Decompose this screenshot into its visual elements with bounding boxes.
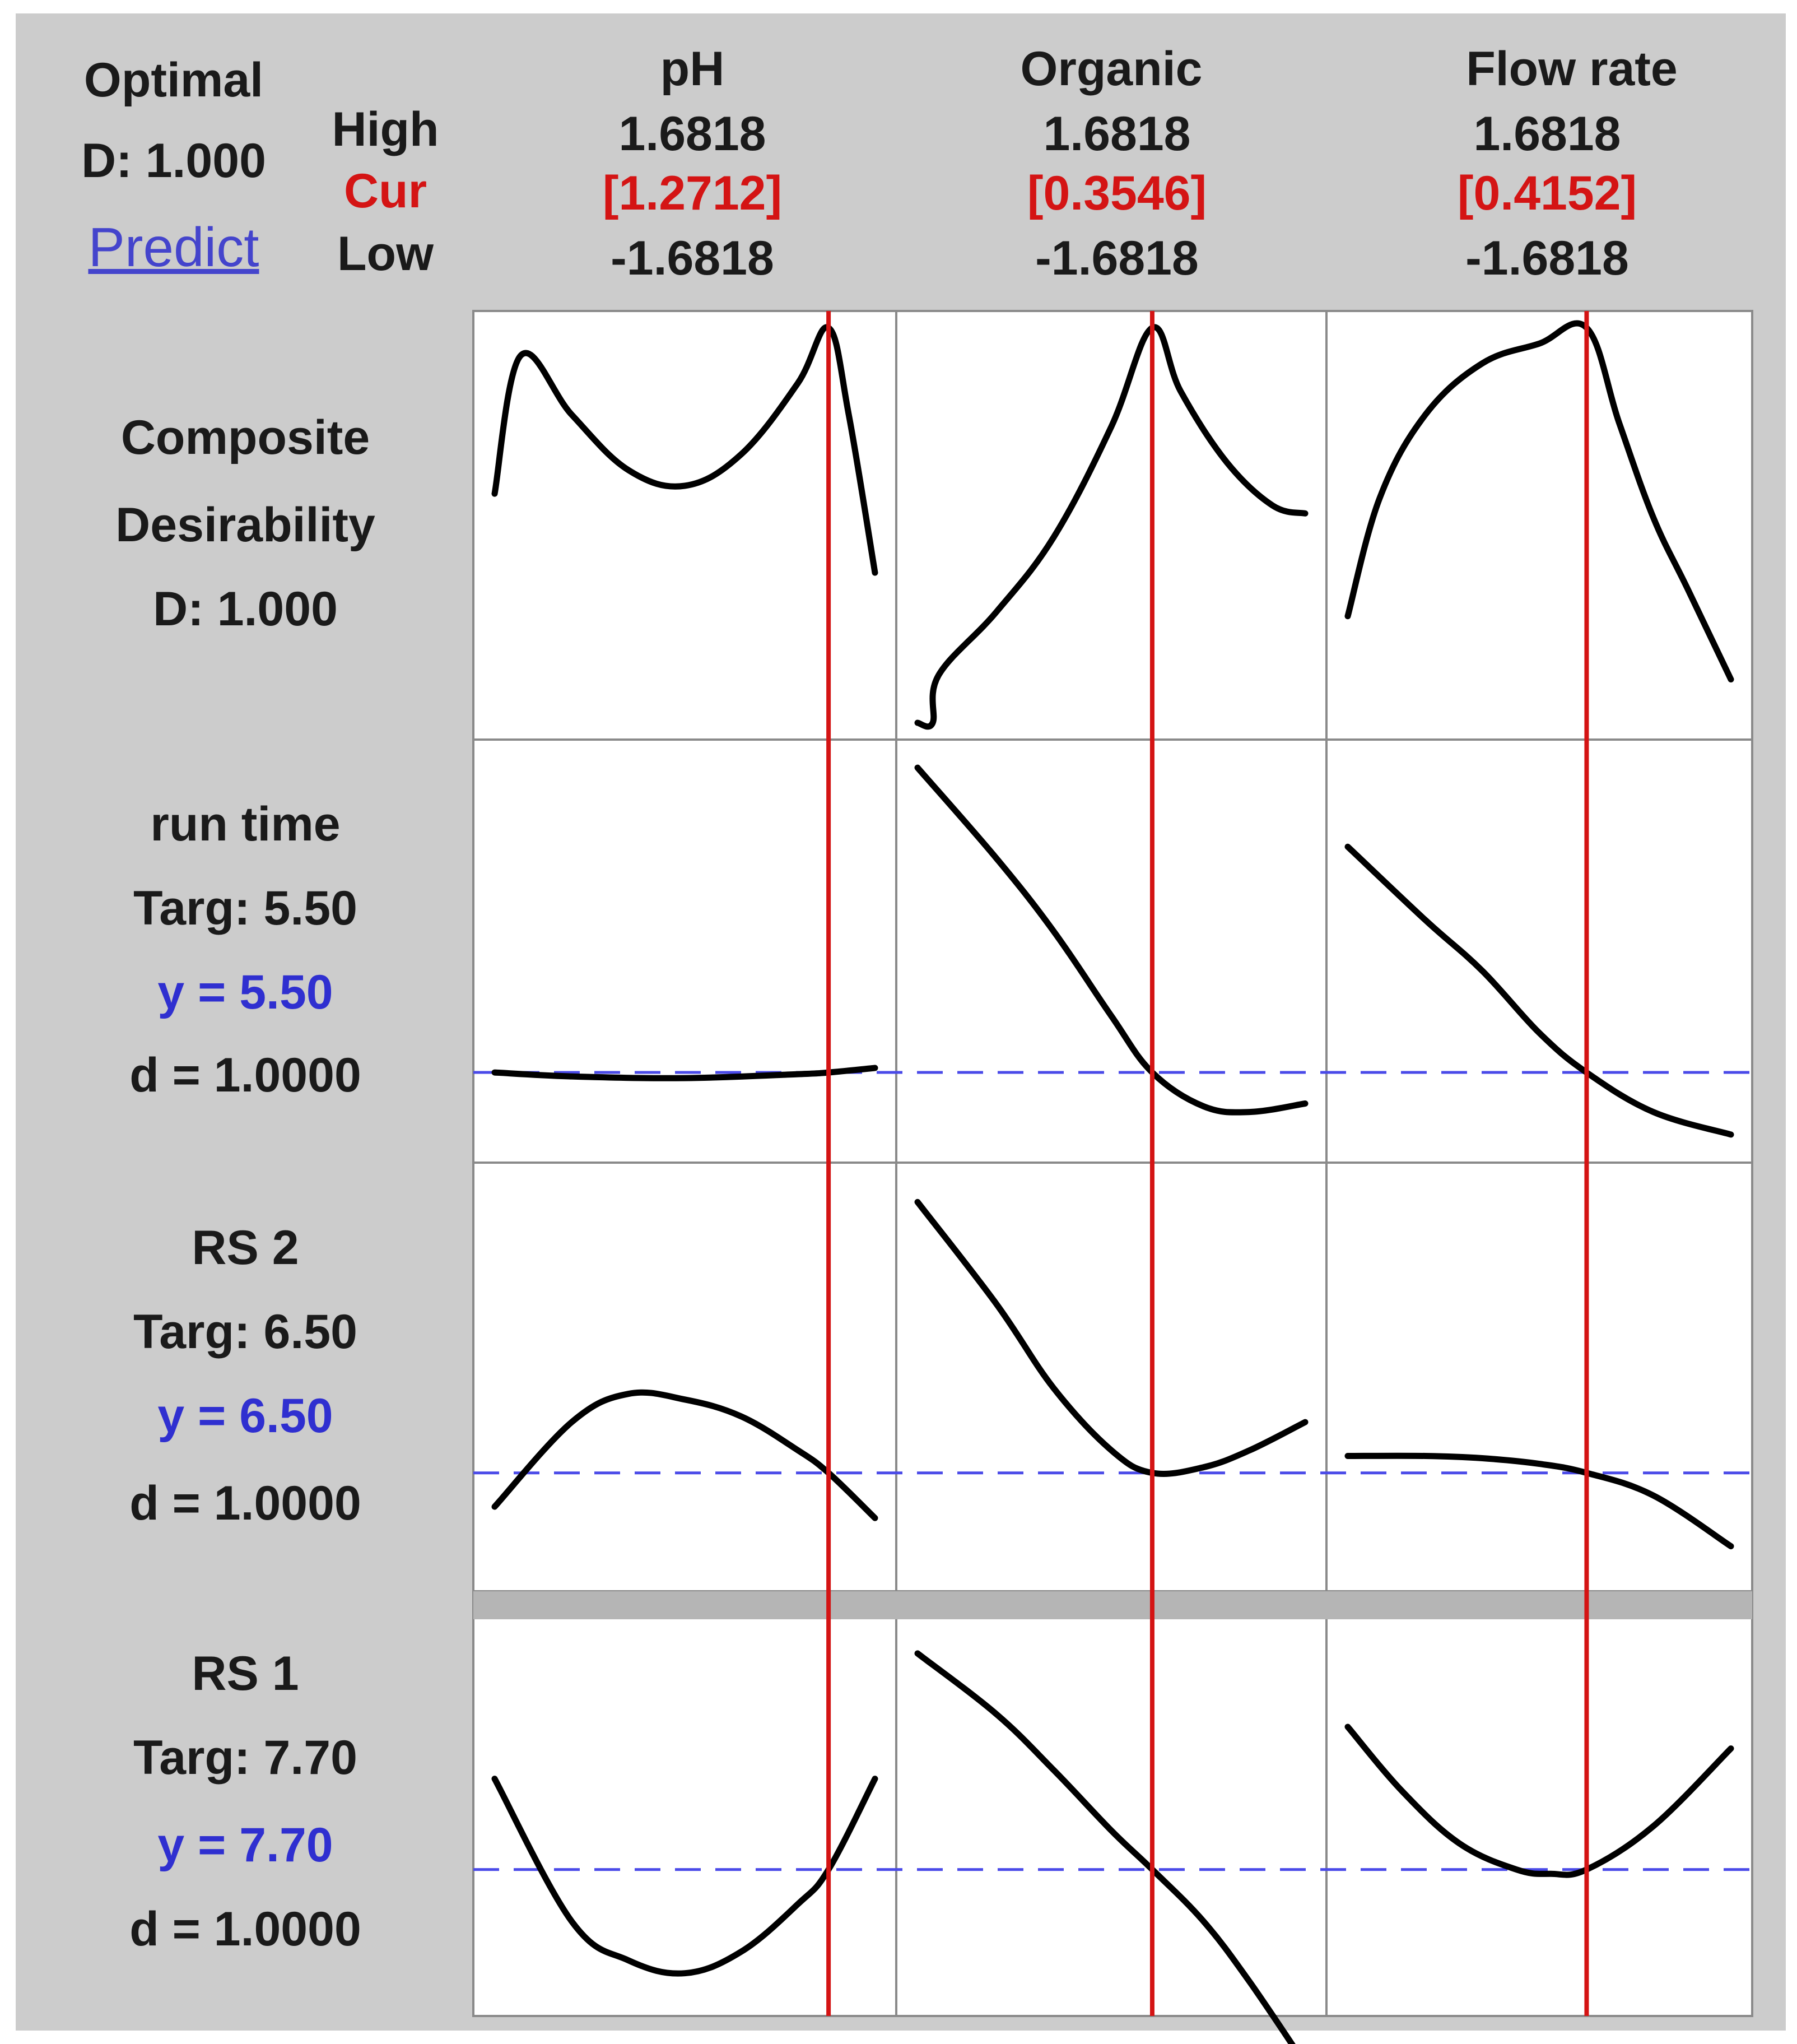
- row-label-rs1-y: y = 7.70: [157, 1818, 333, 1872]
- row-label-composite-3: D: 1.000: [153, 582, 338, 636]
- plot-cell-run-time-ph: [472, 738, 897, 1164]
- plot-cell-rs-1-organic: [895, 1590, 1328, 2017]
- row-label-rs1-d: d = 1.0000: [129, 1902, 361, 1956]
- row-label-runtime-y: y = 5.50: [157, 965, 333, 1019]
- curve-rs-2-organic: [914, 1198, 1309, 1477]
- curve-rs-2-ph: [491, 1389, 878, 1521]
- plot-cell-rs-2-ph: [472, 1162, 897, 1592]
- curve-rs-2-flow-rate: [1344, 1452, 1734, 1550]
- plot-cell-rs-1-ph: [472, 1590, 897, 2017]
- row-separator-band: [473, 1591, 1752, 1619]
- plot-cell-rs-1-flow-rate: [1325, 1590, 1753, 2017]
- plot-cell-composite-desirability-flow-rate: [1325, 310, 1753, 741]
- curve-run-time-organic: [914, 764, 1309, 1116]
- plot-cell-composite-desirability-organic: [895, 310, 1328, 741]
- row-label-runtime-d: d = 1.0000: [129, 1048, 361, 1102]
- optimal-label: Optimal: [83, 53, 264, 107]
- row-label-rs2-name: RS 2: [192, 1221, 299, 1275]
- curve-composite-desirability-organic: [914, 324, 1309, 730]
- factor-low-organic: -1.6818: [1035, 231, 1199, 285]
- high-label: High: [332, 103, 439, 156]
- row-label-runtime-target: Targ: 5.50: [133, 881, 357, 935]
- factor-low-ph: -1.6818: [611, 231, 774, 285]
- factor-low-flow-rate: -1.6818: [1465, 231, 1629, 285]
- row-label-rs2-d: d = 1.0000: [129, 1476, 361, 1530]
- factor-cur-flow-rate: [0.4152]: [1457, 166, 1637, 220]
- plot-cell-rs-2-flow-rate: [1325, 1162, 1753, 1592]
- curve-composite-desirability-flow-rate: [1344, 320, 1734, 682]
- row-label-rs2-y: y = 6.50: [157, 1389, 333, 1443]
- factor-cur-organic: [0.3546]: [1027, 166, 1207, 220]
- factor-name-organic: Organic: [1020, 42, 1203, 96]
- plot-cell-run-time-flow-rate: [1325, 738, 1753, 1164]
- row-label-composite-2: Desirability: [115, 498, 375, 552]
- plot-cell-run-time-organic: [895, 738, 1328, 1164]
- row-label-composite-1: Composite: [120, 411, 370, 464]
- predict-link[interactable]: Predict: [88, 216, 259, 278]
- factor-high-flow-rate: 1.6818: [1473, 107, 1621, 161]
- low-label: Low: [337, 227, 434, 281]
- factor-high-ph: 1.6818: [618, 107, 766, 161]
- factor-high-organic: 1.6818: [1043, 107, 1191, 161]
- row-label-rs1-name: RS 1: [192, 1647, 299, 1701]
- curve-run-time-flow-rate: [1344, 843, 1734, 1138]
- factor-name-flow-rate: Flow rate: [1466, 42, 1678, 96]
- curve-rs-1-organic: [914, 1650, 1296, 2044]
- curve-composite-desirability-ph: [491, 324, 878, 576]
- cur-label: Cur: [343, 164, 427, 218]
- row-label-rs1-target: Targ: 7.70: [133, 1731, 357, 1785]
- factor-name-ph: pH: [660, 42, 725, 96]
- curve-rs-1-flow-rate: [1344, 1724, 1734, 1878]
- factor-cur-ph: [1.2712]: [602, 166, 783, 220]
- optimal-d-value: D: 1.000: [81, 134, 266, 188]
- plot-cell-composite-desirability-ph: [472, 310, 897, 741]
- row-label-rs2-target: Targ: 6.50: [133, 1305, 357, 1359]
- plot-cell-rs-2-organic: [895, 1162, 1328, 1592]
- row-label-runtime-name: run time: [150, 797, 341, 851]
